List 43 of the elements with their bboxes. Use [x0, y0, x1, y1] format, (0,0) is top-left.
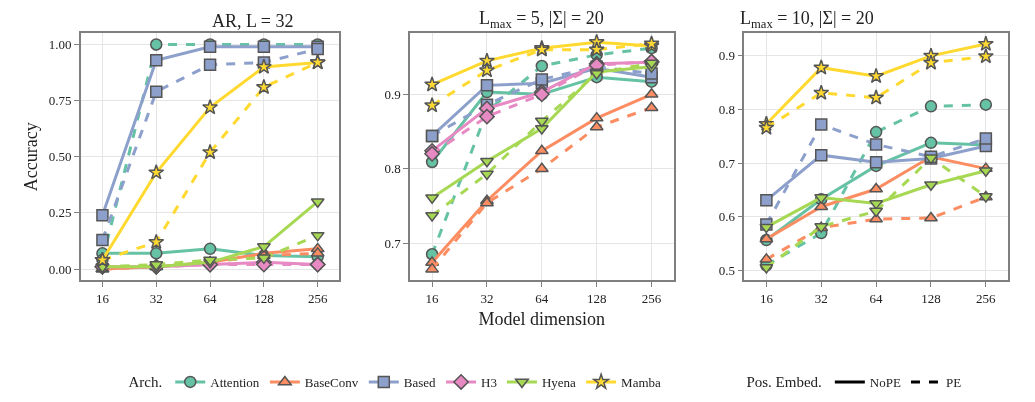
- x-axis-title: Model dimension: [478, 309, 606, 330]
- y-tick-label: 0.50: [48, 149, 72, 165]
- chart-title: L$_{max}$ = 10, |Σ| = 20: [740, 8, 874, 31]
- x-tick-label: 128: [586, 290, 607, 306]
- x-tick-label: 16: [95, 290, 110, 306]
- y-tick-label: 0.25: [48, 205, 72, 221]
- y-tick-label: 0.7: [384, 235, 402, 251]
- text: Pos. Embed.: [746, 373, 822, 390]
- legend-label: Mamba: [621, 375, 662, 391]
- x-tick-label: 64: [203, 290, 218, 306]
- text: PE: [945, 375, 962, 391]
- y-tick-label: 0.5: [718, 263, 736, 279]
- chart-title: AR, L = 32: [212, 11, 294, 31]
- y-tick-label: 0.00: [48, 261, 72, 277]
- y-tick-label: 0.9: [718, 48, 736, 64]
- y-tick-label: 0.7: [718, 155, 736, 171]
- legend-label: Attention: [210, 375, 260, 391]
- y-tick-label: 0.8: [718, 102, 736, 118]
- legend-label: Hyena: [541, 375, 577, 391]
- legend-label: Based: [403, 375, 437, 391]
- x-tick-label: 256: [641, 290, 662, 306]
- y-tick-label: 0.8: [384, 161, 401, 177]
- x-tick-label: 64: [535, 290, 549, 306]
- x-tick-label: 32: [814, 290, 828, 306]
- y-tick-label: 0.75: [48, 93, 72, 109]
- x-tick-label: 16: [759, 290, 774, 306]
- x-tick-label: 32: [149, 290, 163, 306]
- x-tick-label: 16: [425, 290, 440, 306]
- x-tick-label: 256: [976, 290, 997, 306]
- y-axis-title: Accuracy: [21, 122, 42, 192]
- legend-label: H3: [481, 375, 497, 391]
- x-tick-label: 128: [921, 290, 941, 306]
- y-tick-label: 0.6: [718, 209, 736, 225]
- chart-title: L$_{max}$ = 5, |Σ| = 20: [479, 8, 604, 31]
- x-tick-label: 64: [869, 290, 884, 306]
- legend-title: Arch.: [128, 373, 163, 390]
- x-tick-label: 32: [480, 290, 494, 306]
- text: NoPE: [869, 375, 901, 391]
- y-tick-label: 0.9: [384, 86, 401, 102]
- legend-label: BaseConv: [304, 375, 359, 391]
- y-tick-label: 1.00: [48, 37, 72, 53]
- x-tick-label: 128: [254, 290, 274, 306]
- x-tick-label: 256: [307, 290, 328, 306]
